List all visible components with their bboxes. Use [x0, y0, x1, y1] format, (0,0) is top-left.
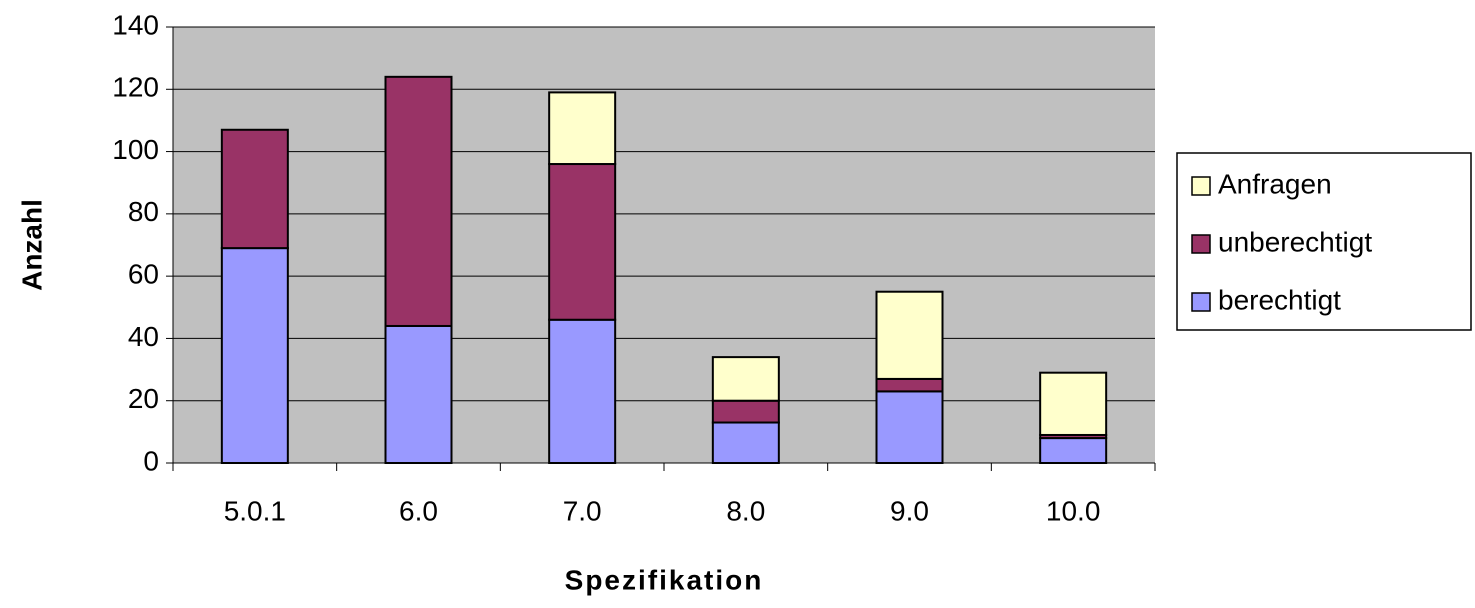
bar-segment [875, 390, 944, 464]
y-axis-title: Anzahl [16, 199, 47, 291]
legend-swatch [1191, 176, 1211, 196]
bar-segment [384, 75, 453, 327]
bar-segment [384, 324, 453, 464]
bar-segment [220, 247, 289, 464]
bar-segment [548, 91, 617, 166]
bar-segment [875, 290, 944, 380]
y-tick-label: 0 [143, 445, 159, 476]
bar-segment [875, 377, 944, 393]
x-tick-label: 6.0 [399, 495, 438, 526]
bar-segment [548, 318, 617, 464]
x-tick-label: 7.0 [563, 495, 602, 526]
x-tick-label: 8.0 [726, 495, 765, 526]
y-tick-label: 100 [112, 134, 159, 165]
y-tick-label: 20 [128, 383, 159, 414]
plot-area [173, 27, 1155, 463]
y-tick-label: 60 [128, 259, 159, 290]
legend-swatch [1191, 292, 1211, 312]
y-tick-label: 40 [128, 321, 159, 352]
y-tick-label: 140 [112, 9, 159, 40]
legend-label: unberechtigt [1218, 226, 1372, 257]
y-tick-label: 120 [112, 72, 159, 103]
x-tick-label: 5.0.1 [224, 495, 286, 526]
legend-box [1176, 152, 1472, 331]
legend-label: Anfragen [1218, 168, 1332, 199]
bar-segment [1039, 371, 1108, 436]
bar-segment [711, 421, 780, 464]
x-tick-label: 10.0 [1046, 495, 1101, 526]
legend-label: berechtigt [1218, 284, 1341, 315]
bar-segment [711, 356, 780, 402]
x-axis-title: Spezifikation [565, 564, 764, 595]
bar-segment [711, 399, 780, 424]
y-tick-label: 80 [128, 196, 159, 227]
bar-segment [220, 128, 289, 250]
bar-segment [548, 163, 617, 321]
x-tick-label: 9.0 [890, 495, 929, 526]
legend-swatch [1191, 234, 1211, 254]
bar-segment [1039, 437, 1108, 465]
